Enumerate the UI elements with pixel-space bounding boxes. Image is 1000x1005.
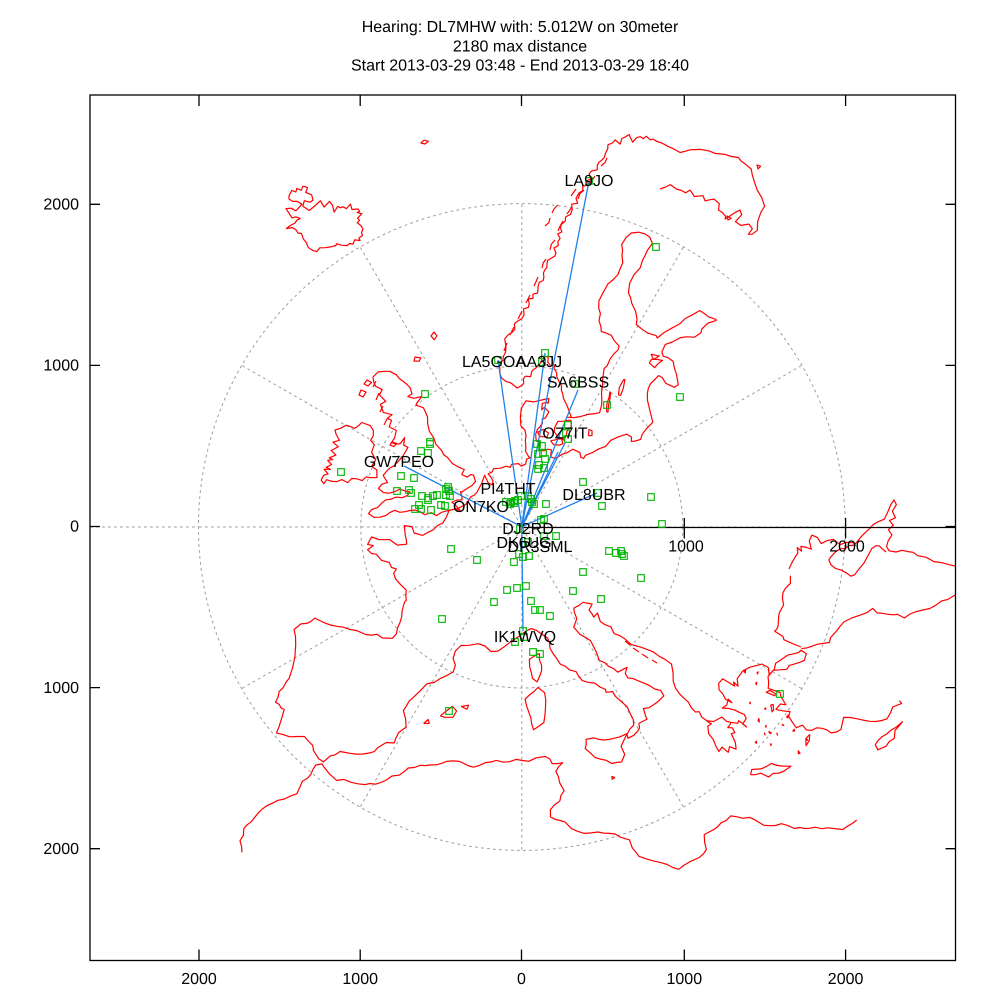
- svg-text:IK1WVQ: IK1WVQ: [494, 629, 556, 646]
- svg-text:2000: 2000: [43, 841, 79, 858]
- svg-text:DK6UG: DK6UG: [496, 535, 551, 552]
- svg-text:LA5GOA: LA5GOA: [462, 354, 526, 371]
- svg-text:ON7KO: ON7KO: [453, 499, 509, 516]
- svg-text:LA9JO: LA9JO: [565, 173, 614, 190]
- svg-text:DJ2RD: DJ2RD: [502, 521, 554, 538]
- svg-text:Start 2013-03-29 03:48 - End 2: Start 2013-03-29 03:48 - End 2013-03-29 …: [351, 57, 689, 74]
- svg-text:2000: 2000: [43, 197, 79, 214]
- svg-text:GW7PEO: GW7PEO: [364, 454, 434, 471]
- svg-text:1000: 1000: [43, 680, 79, 697]
- svg-text:0: 0: [517, 971, 526, 988]
- svg-text:1000: 1000: [342, 971, 378, 988]
- svg-text:1000: 1000: [43, 358, 79, 375]
- svg-text:PI4THT: PI4THT: [480, 481, 535, 498]
- svg-text:2000: 2000: [181, 971, 217, 988]
- svg-text:Hearing: DL7MHW with: 5.012W o: Hearing: DL7MHW with: 5.012W on 30meter: [362, 19, 679, 36]
- svg-text:DR3SML: DR3SML: [508, 539, 573, 556]
- svg-text:2000: 2000: [828, 971, 864, 988]
- svg-text:OZ7IT: OZ7IT: [542, 426, 588, 443]
- svg-text:AA3JJ: AA3JJ: [516, 354, 562, 371]
- svg-text:DL8UBR: DL8UBR: [562, 487, 625, 504]
- svg-text:SA6BSS: SA6BSS: [547, 375, 609, 392]
- svg-text:1000: 1000: [668, 539, 704, 556]
- svg-text:2180 max distance: 2180 max distance: [453, 38, 587, 55]
- svg-text:1000: 1000: [667, 971, 703, 988]
- svg-text:2000: 2000: [829, 539, 865, 556]
- svg-text:0: 0: [70, 519, 79, 536]
